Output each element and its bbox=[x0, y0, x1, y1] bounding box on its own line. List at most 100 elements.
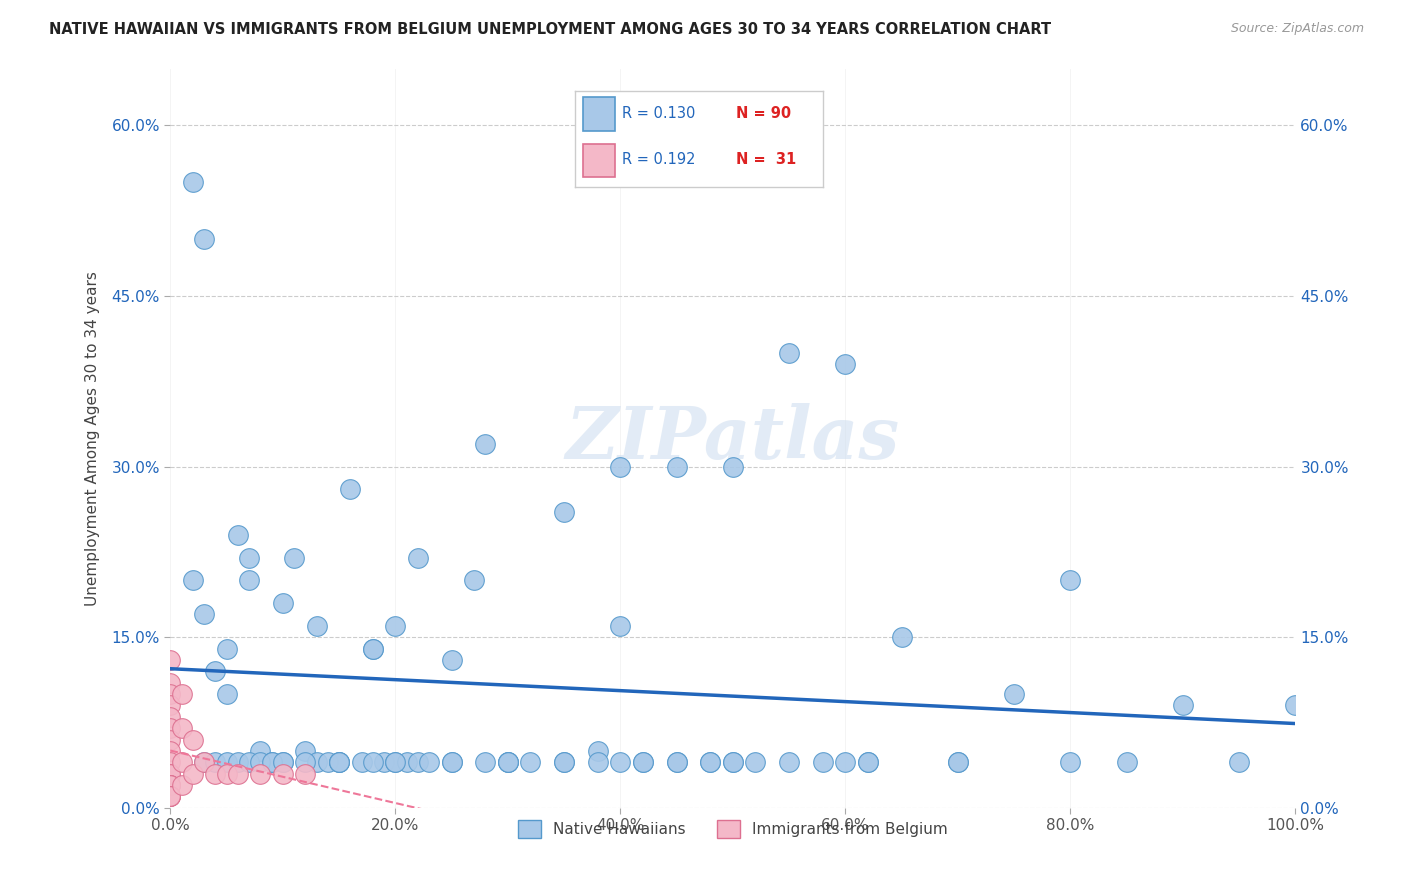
Point bbox=[744, 756, 766, 770]
Point bbox=[159, 744, 181, 758]
Point bbox=[305, 619, 328, 633]
Point bbox=[181, 175, 204, 189]
Point bbox=[811, 756, 834, 770]
Point bbox=[159, 710, 181, 724]
Point bbox=[665, 756, 688, 770]
Point bbox=[181, 574, 204, 588]
Point bbox=[238, 550, 260, 565]
Point bbox=[249, 756, 271, 770]
Point bbox=[496, 756, 519, 770]
Point bbox=[721, 756, 744, 770]
Point bbox=[170, 721, 193, 735]
Point bbox=[215, 641, 238, 656]
Point bbox=[609, 459, 631, 474]
Point bbox=[373, 756, 395, 770]
Point bbox=[1002, 687, 1025, 701]
Point bbox=[1227, 756, 1250, 770]
Point bbox=[271, 756, 294, 770]
Point bbox=[496, 756, 519, 770]
Point bbox=[699, 756, 721, 770]
Point bbox=[361, 641, 384, 656]
Point bbox=[215, 766, 238, 780]
Point bbox=[1059, 574, 1081, 588]
Point bbox=[170, 756, 193, 770]
Point bbox=[260, 756, 283, 770]
Point bbox=[1115, 756, 1137, 770]
Point bbox=[384, 619, 406, 633]
Point bbox=[665, 459, 688, 474]
Point bbox=[350, 756, 373, 770]
Point bbox=[553, 756, 575, 770]
Point bbox=[361, 756, 384, 770]
Point bbox=[159, 721, 181, 735]
Point bbox=[553, 756, 575, 770]
Point bbox=[159, 766, 181, 780]
Point bbox=[226, 756, 249, 770]
Point bbox=[946, 756, 969, 770]
Point bbox=[474, 437, 496, 451]
Point bbox=[665, 756, 688, 770]
Point bbox=[271, 766, 294, 780]
Point bbox=[215, 687, 238, 701]
Point bbox=[440, 653, 463, 667]
Point bbox=[406, 756, 429, 770]
Point bbox=[834, 756, 856, 770]
Point bbox=[159, 687, 181, 701]
Point bbox=[238, 574, 260, 588]
Point bbox=[496, 756, 519, 770]
Text: ZIPatlas: ZIPatlas bbox=[565, 402, 900, 474]
Point bbox=[159, 778, 181, 792]
Point bbox=[170, 778, 193, 792]
Point bbox=[406, 550, 429, 565]
Point bbox=[215, 756, 238, 770]
Point bbox=[463, 574, 485, 588]
Point bbox=[283, 550, 305, 565]
Point bbox=[181, 732, 204, 747]
Y-axis label: Unemployment Among Ages 30 to 34 years: Unemployment Among Ages 30 to 34 years bbox=[86, 270, 100, 606]
Point bbox=[553, 505, 575, 519]
Point bbox=[946, 756, 969, 770]
Point bbox=[159, 675, 181, 690]
Point bbox=[631, 756, 654, 770]
Point bbox=[294, 756, 316, 770]
Point bbox=[328, 756, 350, 770]
Point bbox=[249, 744, 271, 758]
Point bbox=[204, 766, 226, 780]
Point bbox=[193, 607, 215, 622]
Point bbox=[193, 756, 215, 770]
Point bbox=[159, 789, 181, 804]
Point bbox=[271, 756, 294, 770]
Text: NATIVE HAWAIIAN VS IMMIGRANTS FROM BELGIUM UNEMPLOYMENT AMONG AGES 30 TO 34 YEAR: NATIVE HAWAIIAN VS IMMIGRANTS FROM BELGI… bbox=[49, 22, 1052, 37]
Point bbox=[1284, 698, 1306, 713]
Point bbox=[226, 766, 249, 780]
Point bbox=[609, 619, 631, 633]
Point bbox=[856, 756, 879, 770]
Point bbox=[328, 756, 350, 770]
Point bbox=[890, 630, 912, 644]
Point bbox=[193, 232, 215, 246]
Point bbox=[384, 756, 406, 770]
Point bbox=[339, 483, 361, 497]
Point bbox=[856, 756, 879, 770]
Point bbox=[631, 756, 654, 770]
Point bbox=[440, 756, 463, 770]
Legend: Native Hawaiians, Immigrants from Belgium: Native Hawaiians, Immigrants from Belgiu… bbox=[512, 814, 953, 845]
Point bbox=[159, 732, 181, 747]
Point bbox=[440, 756, 463, 770]
Point bbox=[721, 459, 744, 474]
Point bbox=[159, 756, 181, 770]
Point bbox=[361, 641, 384, 656]
Point bbox=[159, 789, 181, 804]
Point bbox=[204, 665, 226, 679]
Point bbox=[395, 756, 418, 770]
Point bbox=[1059, 756, 1081, 770]
Point bbox=[586, 756, 609, 770]
Point bbox=[170, 687, 193, 701]
Point bbox=[609, 756, 631, 770]
Point bbox=[316, 756, 339, 770]
Point bbox=[159, 698, 181, 713]
Point bbox=[834, 357, 856, 371]
Point bbox=[193, 756, 215, 770]
Point bbox=[699, 756, 721, 770]
Point bbox=[721, 756, 744, 770]
